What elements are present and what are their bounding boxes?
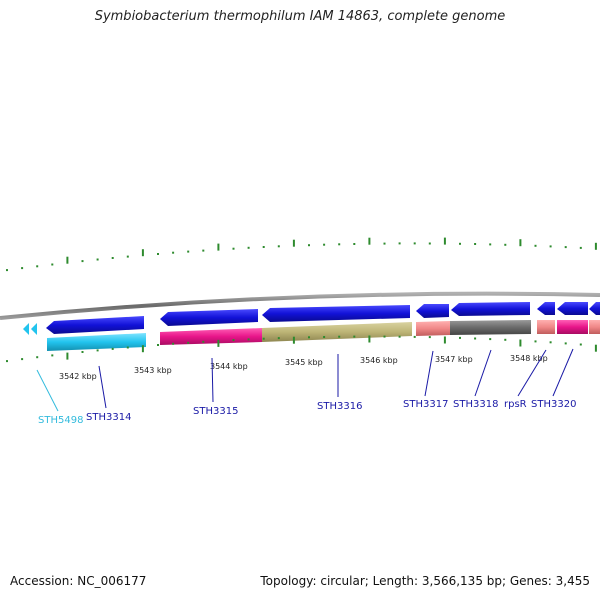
scale-labels: 3542 kbp 3543 kbp 3544 kbp 3545 kbp 3546… bbox=[59, 354, 548, 381]
leader-sth3320 bbox=[552, 348, 574, 397]
feature-sth3314-cyan bbox=[47, 333, 146, 351]
leader-sth3314 bbox=[98, 365, 107, 409]
leader-sth3315 bbox=[211, 357, 214, 403]
sth5498-small-arrow bbox=[23, 323, 29, 335]
gene-arrow-rpsr bbox=[537, 302, 555, 315]
feature-sth3316-khaki bbox=[262, 322, 412, 342]
gene-arrow-sth3320 bbox=[557, 302, 588, 315]
gene-label-sth3314: STH3314 bbox=[86, 412, 131, 423]
feature-rpsr-salmon bbox=[537, 320, 555, 334]
gene-label-sth3316: STH3316 bbox=[317, 401, 362, 412]
feature-edge-salmon bbox=[589, 320, 600, 334]
feature-sth3318-gray bbox=[450, 320, 531, 335]
gene-arrow-sth3317 bbox=[416, 304, 449, 318]
feature-sth3317-salmon bbox=[416, 321, 450, 336]
genome-backbone bbox=[0, 291, 600, 320]
leader-sth5498 bbox=[36, 369, 59, 412]
outer-tick-row bbox=[6, 237, 597, 272]
gene-label-sth3318: STH3318 bbox=[453, 399, 498, 410]
gene-label-sth3317: STH3317 bbox=[403, 399, 448, 410]
leader-rpsr bbox=[517, 349, 547, 397]
leader-sth3317 bbox=[424, 350, 434, 397]
gene-label-sth3320: STH3320 bbox=[531, 399, 576, 410]
feature-sth3320-magenta bbox=[557, 320, 588, 334]
leader-lines bbox=[36, 348, 574, 412]
gene-label-rpsr: rpsR bbox=[504, 399, 527, 410]
gene-label-sth3315: STH3315 bbox=[193, 406, 238, 417]
genome-stats-text: Topology: circular; Length: 3,566,135 bp… bbox=[260, 574, 590, 588]
feature-row bbox=[47, 320, 600, 351]
scale-label-3545: 3545 kbp bbox=[285, 358, 323, 367]
feature-sth3315-magenta bbox=[160, 328, 262, 345]
gene-arrow-row bbox=[23, 302, 600, 335]
scale-label-3544: 3544 kbp bbox=[210, 362, 248, 371]
gene-arrow-sth3314 bbox=[46, 316, 144, 334]
genome-title: Symbiobacterium thermophilum IAM 14863, … bbox=[94, 9, 506, 24]
scale-label-3546: 3546 kbp bbox=[360, 356, 398, 365]
scale-label-3543: 3543 kbp bbox=[134, 366, 172, 375]
leader-sth3318 bbox=[474, 349, 492, 397]
scale-label-3542: 3542 kbp bbox=[59, 372, 97, 381]
sth5498-small-arrow-2 bbox=[31, 323, 37, 335]
gene-labels: STH5498 STH3314 STH3315 STH3316 STH3317 … bbox=[38, 399, 576, 426]
gene-arrow-sth3318 bbox=[451, 302, 530, 316]
scale-label-3547: 3547 kbp bbox=[435, 355, 473, 364]
scale-label-3548: 3548 kbp bbox=[510, 354, 548, 363]
gene-arrow-edge bbox=[589, 302, 600, 315]
gene-label-sth5498: STH5498 bbox=[38, 415, 83, 426]
gene-arrow-sth3315 bbox=[160, 309, 258, 326]
accession-text: Accession: NC_006177 bbox=[10, 574, 147, 588]
inner-tick-row bbox=[6, 335, 597, 363]
gene-arrow-sth3316 bbox=[262, 305, 410, 322]
